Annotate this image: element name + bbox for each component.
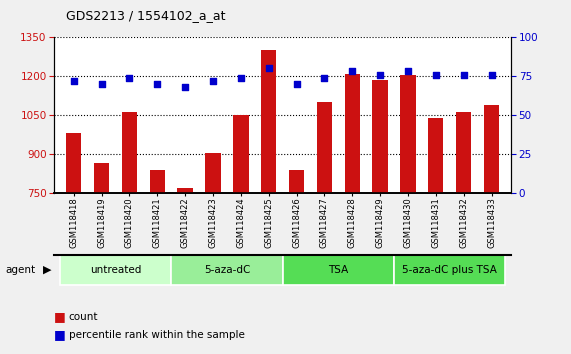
Bar: [171, 255, 283, 285]
Text: GDS2213 / 1554102_a_at: GDS2213 / 1554102_a_at: [66, 9, 225, 22]
Bar: [428, 118, 444, 193]
Point: [404, 69, 413, 74]
Bar: [317, 102, 332, 193]
Point: [208, 78, 218, 84]
Text: 5-aza-dC: 5-aza-dC: [204, 265, 250, 275]
Text: count: count: [69, 312, 98, 322]
Point: [348, 69, 357, 74]
Bar: [484, 105, 499, 193]
Text: percentile rank within the sample: percentile rank within the sample: [69, 330, 244, 339]
Text: agent: agent: [6, 265, 36, 275]
Point: [236, 75, 246, 80]
Bar: [60, 255, 171, 285]
Bar: [178, 188, 193, 193]
Bar: [206, 153, 220, 193]
Bar: [394, 255, 505, 285]
Point: [431, 72, 440, 78]
Point: [376, 72, 385, 78]
Point: [180, 84, 190, 90]
Point: [97, 81, 106, 87]
Bar: [233, 115, 248, 193]
Point: [152, 81, 162, 87]
Point: [125, 75, 134, 80]
Point: [459, 72, 468, 78]
Text: 5-aza-dC plus TSA: 5-aza-dC plus TSA: [403, 265, 497, 275]
Bar: [94, 163, 109, 193]
Bar: [400, 75, 416, 193]
Text: ▶: ▶: [43, 265, 51, 275]
Bar: [122, 113, 137, 193]
Text: ■: ■: [54, 328, 66, 341]
Text: untreated: untreated: [90, 265, 141, 275]
Bar: [283, 255, 394, 285]
Point: [292, 81, 301, 87]
Bar: [66, 133, 82, 193]
Text: TSA: TSA: [328, 265, 348, 275]
Bar: [372, 80, 388, 193]
Bar: [289, 170, 304, 193]
Bar: [456, 113, 471, 193]
Point: [69, 78, 78, 84]
Bar: [261, 50, 276, 193]
Point: [264, 65, 274, 71]
Bar: [345, 74, 360, 193]
Point: [320, 75, 329, 80]
Bar: [150, 170, 165, 193]
Point: [487, 72, 496, 78]
Text: ■: ■: [54, 310, 66, 323]
